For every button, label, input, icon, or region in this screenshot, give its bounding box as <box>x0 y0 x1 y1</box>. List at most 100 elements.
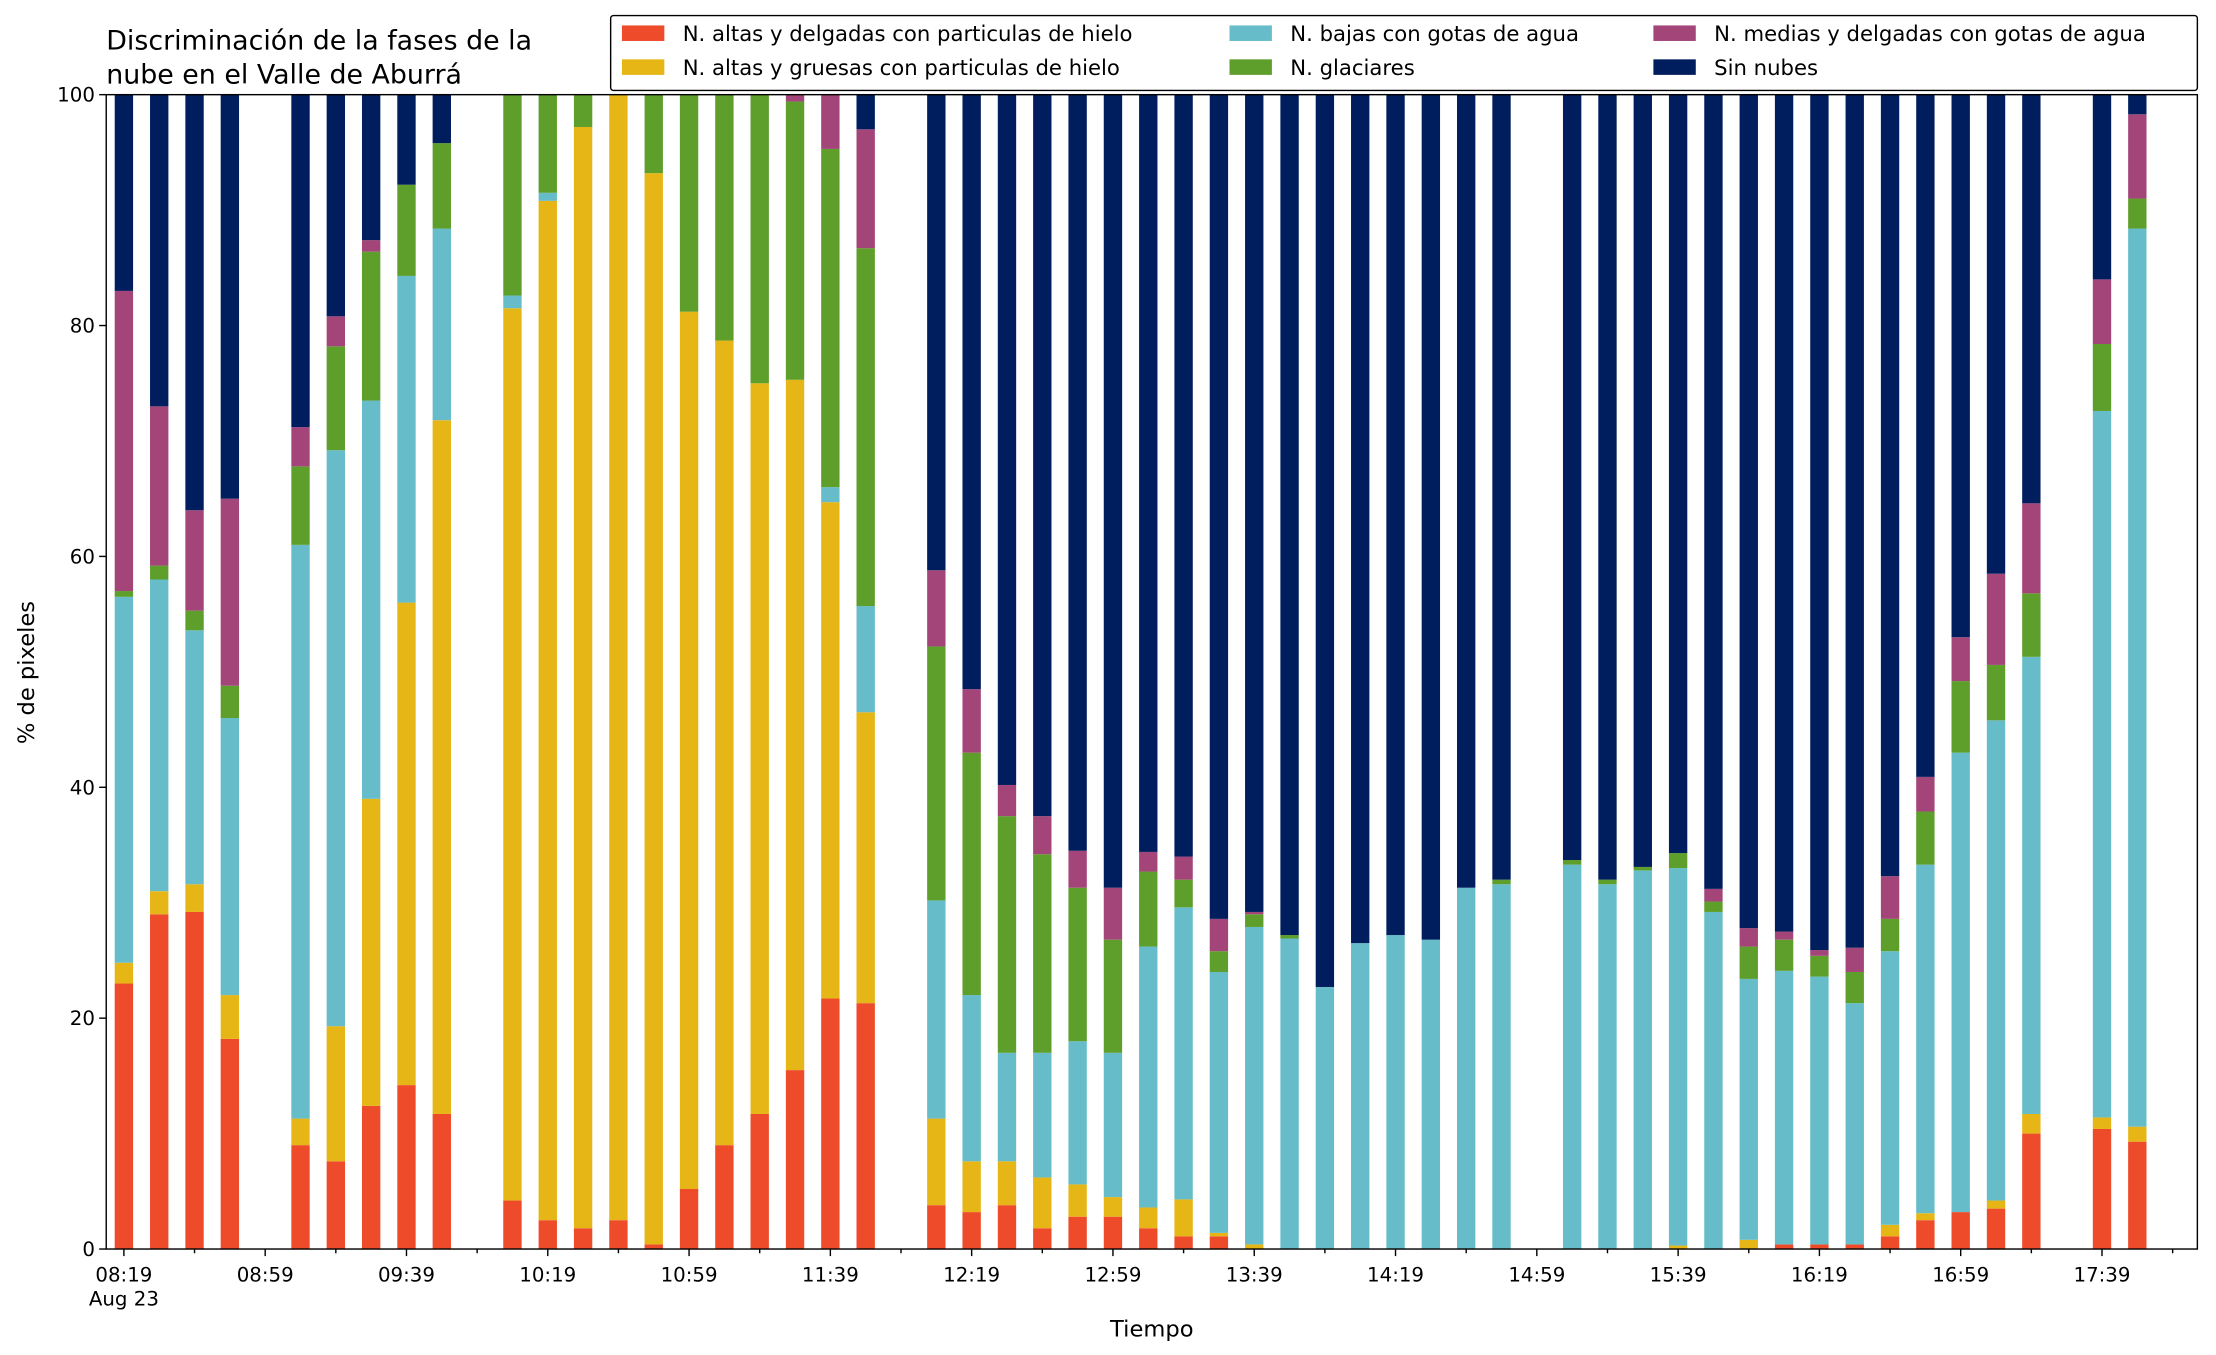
bar-segment <box>1245 926 1264 1245</box>
bar-segment <box>1916 776 1935 812</box>
bar-segment <box>1810 94 1829 951</box>
bar-segment <box>785 1070 805 1250</box>
bar-segment <box>2022 94 2041 504</box>
bar-segment <box>2092 94 2112 280</box>
bar-segment <box>1209 94 1229 919</box>
bar-segment <box>1633 866 1652 871</box>
bar-segment <box>114 962 134 984</box>
bar-segment <box>150 565 169 580</box>
bar-segment <box>1174 907 1193 1200</box>
bar-segment <box>1103 939 1123 1053</box>
bar-segment <box>1845 94 1864 948</box>
bar-segment <box>150 579 169 892</box>
bar-segment <box>1916 811 1935 865</box>
bar-segment <box>114 596 134 963</box>
bar-segment <box>856 248 875 607</box>
x-tick-label: 11:39 <box>802 1264 859 1287</box>
bar-segment <box>1916 1213 1935 1221</box>
bar-segment <box>1245 914 1264 927</box>
bar-segment <box>1209 971 1229 1233</box>
bar-segment <box>1209 951 1229 972</box>
bar-segment <box>361 240 381 252</box>
bar-segment <box>856 1003 875 1250</box>
bar-segment <box>1739 978 1758 1240</box>
bar-segment <box>679 311 699 1190</box>
bar-segment <box>1880 1236 1900 1250</box>
bar-segment <box>1986 720 2006 1201</box>
bar-segment <box>397 275 416 603</box>
bar-segment <box>821 998 840 1250</box>
x-tick-label: 16:19 <box>1791 1264 1848 1287</box>
y-tick-label: 20 <box>70 1007 95 1030</box>
bar-segment <box>150 406 169 566</box>
bar-segment <box>997 1205 1017 1250</box>
bar-segment <box>2022 656 2041 1114</box>
x-tick-label: 10:59 <box>661 1264 718 1287</box>
bar-segment <box>361 251 381 401</box>
x-tick-label: 14:59 <box>1508 1264 1565 1287</box>
bar-segment <box>1633 870 1652 1250</box>
bar-segment <box>1668 1245 1688 1250</box>
bar-segment <box>1845 947 1864 972</box>
bar-segment <box>1774 931 1794 940</box>
x-tick-label: 10:19 <box>519 1264 576 1287</box>
bar-segment <box>1810 1244 1829 1250</box>
legend-box <box>609 14 2199 92</box>
bar-segment <box>1916 864 1935 1214</box>
bar-segment <box>573 94 593 127</box>
bar-segment <box>185 94 204 511</box>
bar-segment <box>1103 94 1123 888</box>
legend-swatch <box>1229 59 1272 75</box>
bar-segment <box>1668 94 1688 854</box>
bar-segment <box>1139 851 1158 872</box>
bar-segment <box>1845 1003 1864 1245</box>
bar-segment <box>856 129 875 249</box>
bar-segment <box>1598 884 1617 1250</box>
bar-segment <box>1351 94 1370 944</box>
bar-segment <box>1704 94 1723 889</box>
bar-segment <box>1810 955 1829 977</box>
bar-segment <box>1880 94 1900 877</box>
bar-segment <box>573 126 593 1229</box>
bar-segment <box>927 94 946 571</box>
bar-segment <box>1456 94 1476 888</box>
y-tick-label: 80 <box>70 315 95 338</box>
bar-segment <box>150 94 169 407</box>
x-tick-label: 16:59 <box>1932 1264 1989 1287</box>
bar-segment <box>1845 1244 1864 1250</box>
bar-segment <box>1033 94 1052 817</box>
bar-segment <box>1951 637 1970 682</box>
x-date-label: Aug 23 <box>89 1288 159 1311</box>
bar-segment <box>326 346 346 451</box>
legend-label: N. glaciares <box>1290 55 1414 80</box>
legend-swatch <box>1653 25 1696 41</box>
bar-segment <box>962 752 981 996</box>
bar-segment <box>326 316 346 347</box>
bar-segment <box>715 94 734 341</box>
y-tick-label: 40 <box>70 776 95 799</box>
bar-segment <box>1421 939 1441 1250</box>
y-tick-label: 0 <box>82 1238 95 1261</box>
bar-segment <box>503 295 522 309</box>
bar-segment <box>432 143 451 229</box>
bar-segment <box>1916 94 1935 777</box>
bar-segment <box>185 610 204 631</box>
bar-segment <box>220 498 240 686</box>
bar-segment <box>1986 573 2006 665</box>
bar-segment <box>114 591 134 597</box>
bar-segment <box>2128 114 2147 199</box>
bar-segment <box>2022 593 2041 657</box>
bar-segment <box>220 685 240 719</box>
bar-segment <box>2092 344 2112 411</box>
bar-segment <box>1986 94 2006 574</box>
bar-segment <box>750 383 769 1114</box>
x-tick-label: 17:39 <box>2074 1264 2131 1287</box>
bar-segment <box>1668 868 1688 1246</box>
bar-segment <box>1174 94 1193 857</box>
bar-segment <box>1386 935 1405 1250</box>
bar-segment <box>1139 871 1158 947</box>
bar-segment <box>1986 1200 2006 1209</box>
bar-segment <box>2092 279 2112 345</box>
bar-segment <box>1598 879 1617 885</box>
bar-segment <box>1739 1239 1758 1250</box>
